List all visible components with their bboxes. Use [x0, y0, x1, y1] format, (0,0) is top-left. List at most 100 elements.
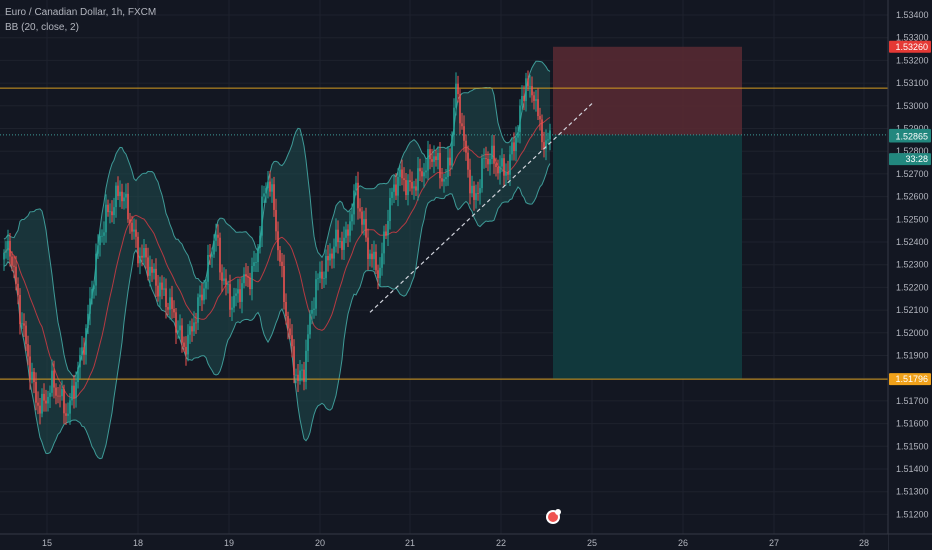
band-fill — [4, 61, 550, 459]
candle-body — [349, 221, 351, 236]
candle — [83, 337, 85, 365]
tradingview-logo-icon[interactable] — [546, 509, 561, 524]
candle — [253, 250, 255, 272]
candle — [79, 347, 81, 379]
candle — [135, 219, 137, 248]
candle-body — [67, 413, 69, 416]
candle — [305, 339, 307, 390]
candle — [67, 402, 69, 423]
candle — [341, 231, 343, 260]
candle-body — [303, 369, 305, 382]
candle-body — [461, 123, 463, 127]
candle-body — [317, 278, 319, 280]
candle-body — [31, 371, 33, 380]
candle — [3, 249, 5, 271]
horizontal-levels[interactable] — [0, 87, 888, 380]
price-tick-label: 1.52500 — [896, 214, 929, 224]
candle-body — [35, 381, 37, 403]
candle — [91, 280, 93, 305]
candle — [379, 257, 381, 287]
candle-body — [285, 302, 287, 317]
candle — [377, 264, 379, 290]
candle-body — [53, 370, 55, 388]
candle-body — [423, 172, 425, 177]
candle — [541, 114, 543, 150]
candle-body — [83, 347, 85, 355]
candle — [491, 135, 493, 165]
candle — [263, 185, 265, 203]
candle — [477, 181, 479, 201]
candle — [275, 198, 277, 241]
time-tick-label: 19 — [224, 538, 234, 548]
candle-body — [115, 185, 117, 208]
symbol-title[interactable]: Euro / Canadian Dollar, 1h, FXCM — [5, 7, 157, 18]
candle — [279, 245, 281, 267]
candle — [401, 159, 403, 186]
price-axis[interactable]: 1.53400 1.53300 1.53200 1.53100 1.53000 1.529… — [887, 0, 932, 550]
candle-body — [293, 346, 295, 376]
bollinger-bands — [3, 60, 551, 460]
candle — [127, 182, 129, 223]
candle — [267, 170, 269, 199]
candle — [297, 363, 299, 392]
candle — [129, 212, 131, 234]
candle — [423, 163, 425, 188]
candle — [157, 274, 159, 302]
position-tool[interactable] — [553, 46, 742, 380]
candle-body — [139, 255, 141, 264]
candle — [93, 280, 95, 299]
candle-body — [161, 282, 163, 290]
candle-body — [329, 253, 331, 261]
candle-body — [497, 167, 499, 174]
candle-body — [441, 178, 443, 182]
candle — [255, 253, 257, 273]
trendline-drawing[interactable] — [369, 103, 593, 313]
candle — [227, 280, 229, 294]
candle-body — [167, 307, 169, 310]
price-tick-label: 1.53100 — [896, 78, 929, 88]
candle — [147, 247, 149, 281]
candle — [9, 233, 11, 267]
candle — [283, 254, 285, 310]
candle — [317, 273, 319, 291]
candle-body — [59, 395, 61, 397]
candle — [331, 248, 333, 269]
indicator-label[interactable]: BB (20, close, 2) — [5, 22, 79, 33]
candle-body — [123, 197, 125, 202]
candle-body — [543, 142, 545, 150]
candle — [211, 247, 213, 268]
candle-body — [443, 179, 445, 182]
candle — [37, 391, 39, 415]
candle — [137, 232, 139, 268]
candle — [177, 320, 179, 339]
candlestick-series — [3, 70, 551, 425]
candle — [23, 313, 25, 337]
candle-body — [429, 149, 431, 160]
candle — [417, 156, 419, 201]
candle — [385, 224, 387, 240]
candle — [343, 226, 345, 260]
candle-body — [357, 182, 359, 209]
candle-body — [271, 184, 273, 192]
candle — [161, 275, 163, 300]
candle — [123, 192, 125, 210]
candle-body — [225, 278, 227, 285]
candle-body — [541, 119, 543, 143]
candle-body — [337, 229, 339, 243]
candle-body — [447, 157, 449, 178]
candle — [359, 198, 361, 219]
candle-body — [445, 177, 447, 180]
candle — [133, 218, 135, 240]
time-axis[interactable]: 15 18 19 20 21 22 25 26 27 28 — [0, 533, 932, 550]
candle-body — [199, 294, 201, 298]
time-tick-label: 25 — [587, 538, 597, 548]
candle-body — [523, 95, 525, 102]
candle-body — [475, 193, 477, 200]
candle-body — [57, 395, 59, 397]
candle-body — [7, 241, 9, 251]
candle-body — [323, 278, 325, 279]
candle — [101, 229, 103, 243]
candle-body — [77, 367, 79, 383]
candle — [183, 336, 185, 353]
